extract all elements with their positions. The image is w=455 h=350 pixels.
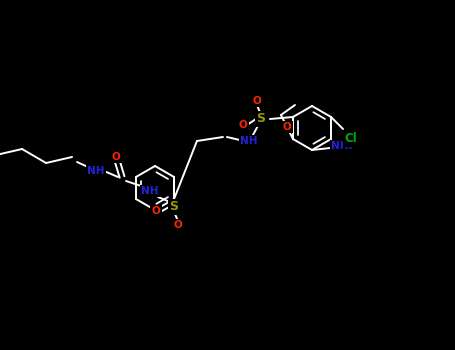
Text: NH: NH [240, 136, 258, 146]
Text: Cl: Cl [345, 133, 358, 146]
Text: S: S [170, 201, 178, 214]
Text: O: O [253, 96, 261, 106]
Text: O: O [174, 220, 182, 230]
Text: NH: NH [87, 166, 105, 176]
Text: O: O [238, 120, 248, 130]
Text: NH: NH [142, 186, 159, 196]
Text: NH₂: NH₂ [331, 141, 353, 151]
Text: S: S [257, 112, 265, 126]
Text: O: O [152, 206, 161, 216]
Text: O: O [283, 122, 291, 132]
Text: O: O [111, 152, 121, 162]
